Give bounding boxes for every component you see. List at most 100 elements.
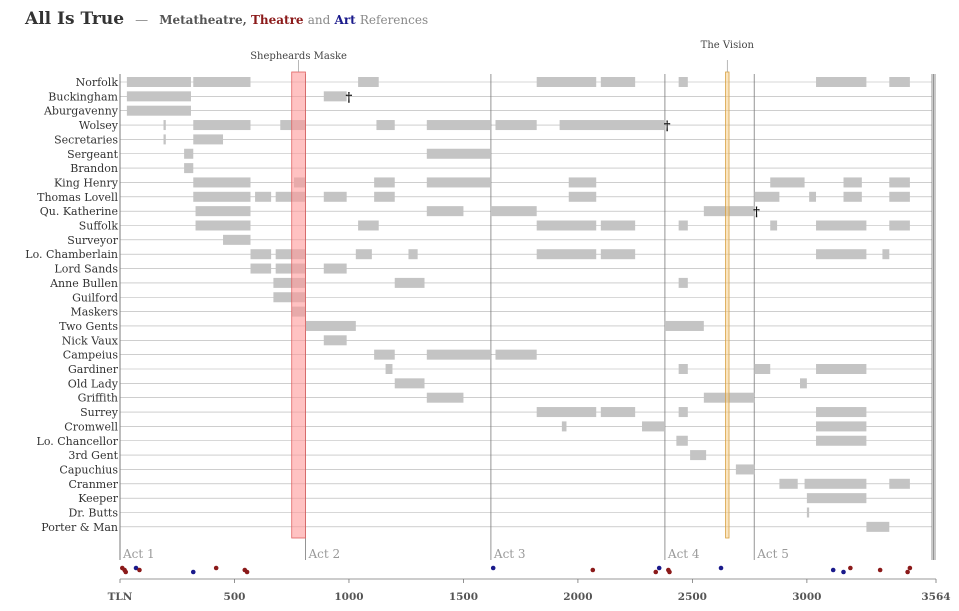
segment-bar xyxy=(866,521,890,532)
segment-bar xyxy=(536,407,597,418)
segment-bar xyxy=(664,320,704,331)
art-reference-dot xyxy=(656,565,662,571)
axis-tick-label: 1500 xyxy=(449,591,478,603)
segment-bar xyxy=(889,77,910,87)
subtitle-art: Art xyxy=(334,13,356,27)
title-main: All Is True xyxy=(25,9,125,29)
segment-bar xyxy=(394,378,425,389)
segment-bar xyxy=(735,464,755,475)
segment-bar xyxy=(678,220,688,231)
theatre-reference-dot xyxy=(213,565,219,571)
axis-tick-label: 500 xyxy=(224,591,246,603)
segment-bar xyxy=(770,220,778,231)
character-name: Lo. Chancellor xyxy=(37,435,119,448)
segment-bar xyxy=(250,263,272,274)
theatre-reference-dot xyxy=(123,569,129,575)
character-name: Brandon xyxy=(70,162,118,175)
chart-subtitle: Metatheatre, Theatre and Art References xyxy=(159,13,428,27)
character-name: Lo. Chamberlain xyxy=(25,248,118,261)
segment-bar xyxy=(126,77,191,87)
segment-bar xyxy=(843,177,862,188)
theatre-reference-dot xyxy=(653,569,659,575)
segment-bar xyxy=(779,478,798,489)
segment-bar xyxy=(193,134,224,145)
axis-tick-label: 3000 xyxy=(792,591,821,603)
segment-bar xyxy=(195,206,251,217)
segment-bar xyxy=(193,177,251,188)
character-name: Qu. Katherine xyxy=(40,205,118,218)
theatre-reference-dot xyxy=(244,569,250,575)
segment-bar xyxy=(408,249,418,260)
act-label: Act 5 xyxy=(756,547,789,561)
art-reference-dot xyxy=(190,569,196,575)
segment-bar xyxy=(600,77,636,87)
segment-bar xyxy=(889,478,910,489)
character-name: Dr. Butts xyxy=(68,507,118,520)
vision-band xyxy=(725,71,730,539)
character-name: Cromwell xyxy=(64,420,118,433)
axis-tick-label: 2500 xyxy=(678,591,707,603)
segment-bar xyxy=(275,191,306,202)
segment-bar xyxy=(255,191,272,202)
character-name: Suffolk xyxy=(79,220,119,233)
segment-bar xyxy=(305,320,356,331)
x-axis: TLN 500 1000 1500 2000 2500 3000 3564 xyxy=(108,578,951,603)
subtitle-meta: Metatheatre, xyxy=(159,13,247,27)
segment-bar xyxy=(273,277,306,288)
theatre-reference-dot xyxy=(907,565,913,571)
segment-bar xyxy=(678,407,688,418)
death-marker: † xyxy=(664,119,671,134)
segment-bar xyxy=(816,435,867,446)
segment-bar xyxy=(816,249,867,260)
axis-tick-label: TLN xyxy=(108,591,133,603)
theatre-reference-dot xyxy=(667,569,672,575)
segment-bar xyxy=(809,191,817,202)
segment-bar xyxy=(804,478,867,489)
segment-bar xyxy=(678,277,688,288)
act-label: Act 3 xyxy=(493,547,526,561)
character-name: Two Gents xyxy=(59,320,118,333)
segment-bar xyxy=(394,277,425,288)
segment-bar xyxy=(323,191,347,202)
segment-bar xyxy=(676,435,688,446)
character-name: Lord Sands xyxy=(54,263,118,276)
segment-bar xyxy=(754,191,780,202)
character-name: Wolsey xyxy=(79,119,119,132)
segment-bar xyxy=(816,220,867,231)
act-labels: Act 1 Act 2 Act 3 Act 4 Act 5 xyxy=(122,547,789,561)
vision-label: The Vision xyxy=(701,40,755,51)
character-name: Aburgavenny xyxy=(43,105,119,118)
segment-bar xyxy=(800,378,807,389)
theatre-reference-dot xyxy=(590,567,596,573)
segment-bar xyxy=(882,249,890,260)
character-name: Porter & Man xyxy=(41,521,118,534)
highlight-bands: Shepheards Maske The Vision xyxy=(250,40,755,539)
character-name: Capuchius xyxy=(59,463,118,476)
segment-bar xyxy=(374,349,395,360)
character-name: Keeper xyxy=(78,492,118,505)
subtitle-theatre: Theatre xyxy=(250,13,304,27)
character-name: Cranmer xyxy=(68,478,118,491)
art-reference-dot xyxy=(718,565,724,571)
segment-bar xyxy=(323,91,347,102)
axis-tick-label: 2000 xyxy=(563,591,592,603)
death-markers: † † † xyxy=(346,90,761,220)
segment-bar xyxy=(126,91,191,102)
art-reference-dot xyxy=(841,569,846,575)
segment-bar xyxy=(275,249,306,260)
segment-bar xyxy=(374,191,395,202)
character-name: Anne Bullen xyxy=(49,277,118,290)
segment-bar xyxy=(495,349,537,360)
segment-bar xyxy=(889,220,910,231)
segment-bar xyxy=(193,120,251,131)
segment-bar xyxy=(275,263,306,274)
segment-bar xyxy=(358,77,379,87)
act-label: Act 2 xyxy=(307,547,340,561)
death-marker: † xyxy=(753,205,760,220)
character-name: Gardiner xyxy=(68,363,119,376)
segment-bar xyxy=(770,177,805,188)
segment-bar xyxy=(536,249,597,260)
segment-bar xyxy=(816,77,867,87)
